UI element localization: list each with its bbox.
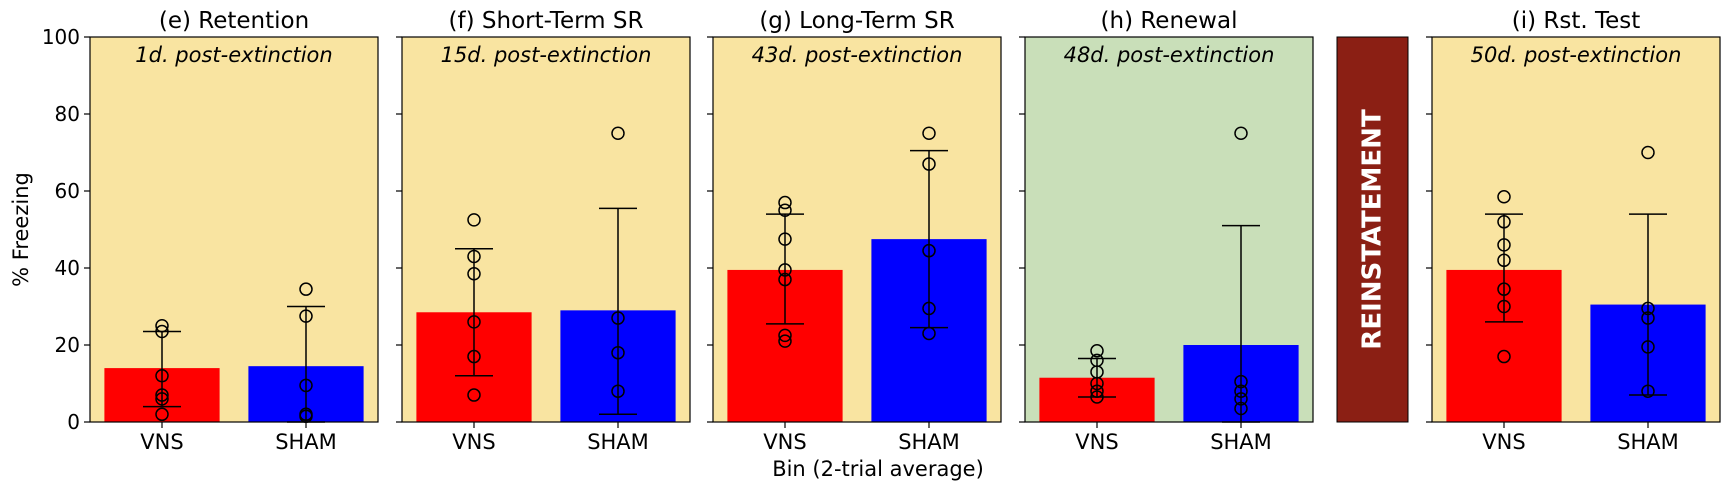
data-point <box>299 378 313 393</box>
data-point <box>778 195 792 210</box>
data-point <box>467 315 481 329</box>
data-point <box>611 384 625 398</box>
data-point <box>922 326 936 341</box>
panel-frame <box>401 36 691 423</box>
data-point <box>1497 253 1511 268</box>
data-point <box>1641 384 1655 398</box>
panel-annotation: 43d. post-extinction <box>752 43 963 67</box>
data-point <box>467 249 481 264</box>
data-point <box>1497 282 1511 296</box>
data-point <box>1234 401 1248 416</box>
data-point <box>778 334 792 348</box>
data-point <box>155 319 169 333</box>
data-point <box>778 203 792 217</box>
panel-frame <box>712 36 1002 423</box>
panel-annotation: 48d. post-extinction <box>1064 43 1275 67</box>
data-point <box>155 392 169 406</box>
data-point <box>778 263 792 277</box>
x-tick-label-sham: SHAM <box>275 430 337 454</box>
data-point <box>1090 390 1104 404</box>
y-tick-label: 40 <box>55 256 80 280</box>
x-tick-label-vns: VNS <box>763 430 806 454</box>
reinstatement-block <box>1336 36 1409 423</box>
y-tick-label: 80 <box>55 102 80 126</box>
panel-title: (h) Renewal <box>1101 8 1238 34</box>
data-point <box>467 213 481 227</box>
panel-title: (e) Retention <box>159 8 309 34</box>
data-point <box>1641 311 1655 325</box>
data-point <box>1641 145 1655 160</box>
data-point <box>1497 190 1511 204</box>
y-tick-label: 100 <box>42 25 80 49</box>
x-tick-label-sham: SHAM <box>587 430 649 454</box>
data-point <box>1641 340 1655 354</box>
panel-title: (g) Long-Term SR <box>759 8 954 34</box>
x-tick-label-vns: VNS <box>1075 430 1118 454</box>
data-point <box>922 126 936 140</box>
data-point <box>155 388 169 402</box>
data-point <box>1497 215 1511 229</box>
data-point <box>1090 344 1104 358</box>
x-tick-label-sham: SHAM <box>898 430 960 454</box>
data-point <box>778 272 792 287</box>
data-point <box>611 126 625 140</box>
x-tick-label-vns: VNS <box>140 430 183 454</box>
data-point <box>611 311 625 325</box>
panel-background <box>90 37 378 422</box>
data-point <box>778 232 792 246</box>
data-point <box>1497 299 1511 314</box>
panel-annotation: 1d. post-extinction <box>135 43 332 67</box>
x-tick-label-sham: SHAM <box>1617 430 1679 454</box>
data-point <box>922 157 936 171</box>
data-point <box>1090 376 1104 391</box>
y-tick-label: 0 <box>67 410 80 434</box>
data-point <box>1090 384 1104 398</box>
data-point <box>467 388 481 402</box>
data-point <box>1497 349 1511 364</box>
data-point <box>922 301 936 316</box>
panel-frame <box>89 36 379 423</box>
data-point <box>155 324 169 339</box>
panel-annotation: 15d. post-extinction <box>441 43 652 67</box>
reinstatement-label: REINSTATEMENT <box>1358 109 1388 350</box>
data-point <box>1641 301 1655 316</box>
data-point <box>155 369 169 383</box>
data-point <box>155 407 169 422</box>
data-point <box>1234 374 1248 389</box>
panel-title: (i) Rst. Test <box>1512 8 1641 34</box>
panel-annotation: 50d. post-extinction <box>1471 43 1682 67</box>
data-point <box>778 328 792 343</box>
y-axis-label: % Freezing <box>9 172 33 287</box>
y-tick-label: 60 <box>55 179 80 203</box>
panel-frame <box>1431 36 1721 423</box>
data-point <box>1234 384 1248 398</box>
x-tick-label-vns: VNS <box>1482 430 1525 454</box>
x-tick-label-vns: VNS <box>452 430 495 454</box>
data-point <box>299 309 313 323</box>
data-point <box>611 345 625 360</box>
data-point <box>467 349 481 364</box>
data-point <box>922 243 936 258</box>
y-tick-label: 20 <box>55 333 80 357</box>
data-point <box>1497 238 1511 252</box>
panel-title: (f) Short-Term SR <box>449 8 644 34</box>
data-point <box>467 267 481 281</box>
data-point <box>1234 392 1248 406</box>
x-tick-label-sham: SHAM <box>1210 430 1272 454</box>
data-point <box>1234 126 1248 140</box>
x-axis-label: Bin (2-trial average) <box>772 457 984 481</box>
data-point <box>299 282 313 296</box>
panel-frame <box>1024 36 1314 423</box>
